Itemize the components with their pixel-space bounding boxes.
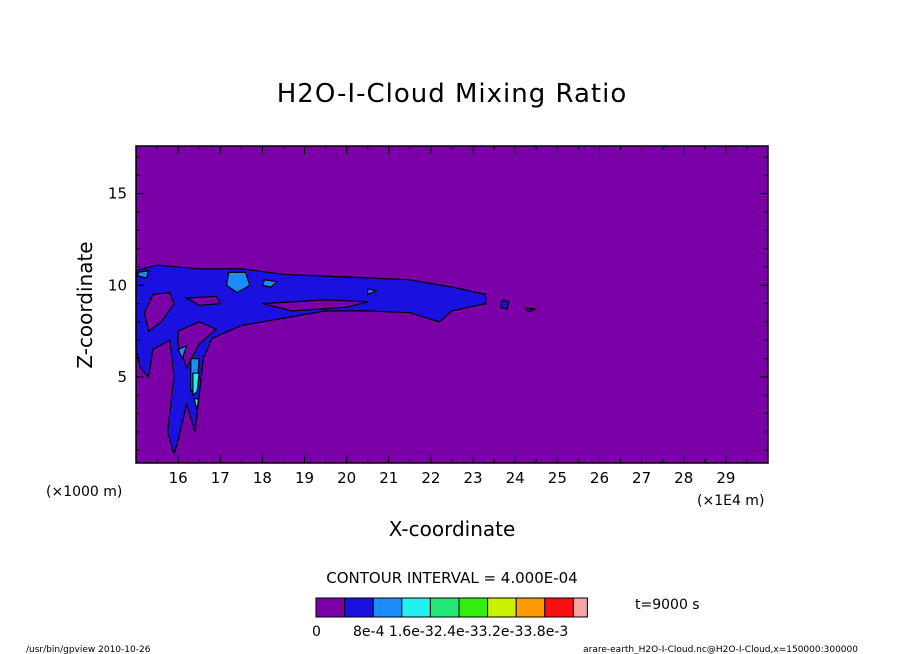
contour-region-level2-3	[137, 269, 150, 279]
x-tick-label: 23	[464, 469, 483, 487]
contour-region-level2-0	[225, 271, 251, 294]
footer-left: /usr/bin/gpview 2010-10-26	[26, 645, 151, 654]
x-tick-label: 21	[379, 469, 398, 487]
contour-region-level2-1	[261, 279, 279, 288]
x-tick-label: 22	[421, 469, 440, 487]
x-tick-label: 24	[506, 469, 525, 487]
y-ticks: 5 10 15	[108, 156, 768, 451]
contour-region-level3-7	[193, 398, 200, 411]
legend-label-zero: 0	[312, 624, 321, 640]
x-unit-left: (×1000 m)	[46, 484, 122, 500]
x-tick-label: 25	[548, 469, 567, 487]
contour-region-level1-1	[499, 299, 510, 310]
x-tick-label: 27	[632, 469, 651, 487]
time-label: t=9000 s	[635, 597, 700, 613]
x-tick-label: 19	[295, 469, 314, 487]
legend-swatch-0	[315, 597, 346, 618]
y-tick-label: 10	[108, 276, 127, 294]
contour-region-level1-2	[524, 307, 537, 313]
footer-right: arare-earth_H2O-I-Cloud.nc@H2O-I-Cloud,x…	[583, 645, 858, 654]
y-tick-label: 5	[117, 368, 127, 386]
x-ticks: 16 17 18 19 20 21 22 23 24 25 26 27 28 29	[156, 146, 748, 487]
legend-label-values: 8e-4 1.6e-32.4e-33.2e-33.8e-3	[353, 624, 568, 640]
y-axis-label: Z-coordinate	[73, 241, 97, 368]
x-tick-label: 26	[590, 469, 609, 487]
legend-swatch-1	[344, 597, 374, 618]
contour-hole-2	[262, 299, 368, 312]
legend-swatch-4	[429, 597, 460, 618]
contour-region-level2-5	[177, 344, 188, 361]
legend-swatch-3	[401, 597, 431, 618]
contour-region-level3-6	[192, 372, 200, 397]
contour-interval: CONTOUR INTERVAL = 4.000E-04	[326, 569, 577, 587]
contour-hole-0	[143, 291, 175, 333]
x-tick-label: 20	[337, 469, 356, 487]
x-tick-label: 28	[674, 469, 693, 487]
x-tick-label: 16	[169, 469, 188, 487]
x-tick-label: 18	[253, 469, 272, 487]
x-unit-right: (×1E4 m)	[697, 493, 764, 509]
legend-swatch-8	[544, 597, 574, 618]
x-tick-label: 29	[716, 469, 735, 487]
legend-swatch-2	[372, 597, 403, 618]
contour-region-level2-2	[367, 288, 379, 296]
contour-hole-1	[184, 295, 222, 307]
legend-swatch-5	[458, 597, 489, 618]
y-tick-label: 15	[108, 185, 127, 203]
legend-swatch-7	[515, 597, 546, 618]
x-tick-label: 17	[211, 469, 230, 487]
legend-swatch-9	[572, 597, 588, 618]
plot-area	[135, 146, 768, 463]
contour-region-level1-0	[135, 264, 487, 456]
contour-hole-3	[177, 321, 218, 370]
color-legend	[315, 597, 588, 618]
legend-swatch-6	[487, 597, 517, 618]
x-axis-label: X-coordinate	[389, 517, 516, 541]
chart-title: H2O-I-Cloud Mixing Ratio	[277, 79, 628, 109]
